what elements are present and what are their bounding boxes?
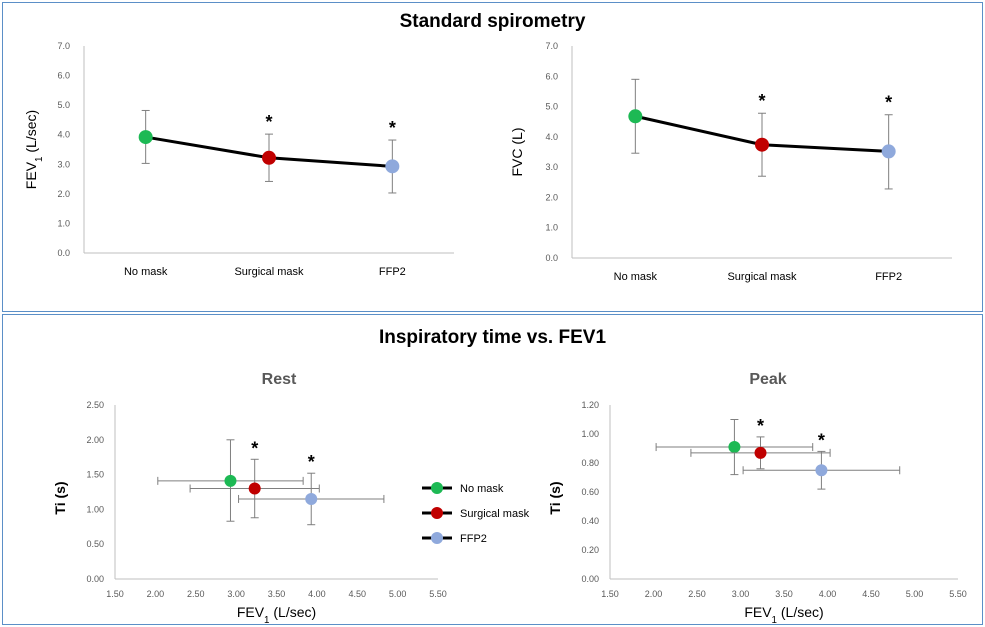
data-point <box>881 144 896 159</box>
x-tick-label: 4.00 <box>308 589 326 599</box>
y-tick-label: 4.0 <box>545 132 558 142</box>
data-point <box>728 441 741 454</box>
legend-label: No mask <box>460 483 504 495</box>
data-point <box>754 446 767 459</box>
y-tick-label: 1.00 <box>581 429 599 439</box>
x-tick-label: 2.50 <box>688 589 706 599</box>
x-tick-label: 1.50 <box>106 589 124 599</box>
y-tick-label: 7.0 <box>57 41 70 51</box>
scatter-chart-2: Peak 0.00 0.20 0.40 0.60 0.80 1.00 1.20 1.50 2.00… <box>547 371 967 626</box>
x-tick-label: 2.00 <box>147 589 165 599</box>
x-tick-label: 4.50 <box>348 589 366 599</box>
legend-marker <box>431 532 443 544</box>
legend-marker <box>431 507 443 519</box>
significance-marker: * <box>757 416 764 436</box>
y-tick-label: 2.50 <box>86 400 104 410</box>
legend-marker <box>431 482 443 494</box>
y-tick-label: 7.0 <box>545 41 558 51</box>
data-point <box>755 137 769 152</box>
y-tick-label: 6.0 <box>545 71 558 81</box>
spirometry-panel: Standard spirometry <box>2 2 983 312</box>
data-point <box>385 159 400 174</box>
significance-marker: * <box>251 438 258 458</box>
y-tick-label: 0.20 <box>581 545 599 555</box>
y-tick-label: 0.00 <box>581 574 599 584</box>
y-axis-label: Ti (s) <box>547 481 563 514</box>
y-tick-label: 2.0 <box>57 189 70 199</box>
significance-marker: * <box>265 112 272 132</box>
y-tick-label: 5.0 <box>545 102 558 112</box>
data-point <box>248 482 261 495</box>
data-point <box>628 109 643 124</box>
line-chart-1: 0.0 1.0 2.0 3.0 4.0 5.0 6.0 7.0 No mask Surgical … <box>23 41 454 278</box>
y-tick-label: 0.60 <box>581 487 599 497</box>
y-tick-label: 4.0 <box>57 130 70 140</box>
y-tick-label: 1.00 <box>86 504 104 514</box>
data-point <box>138 130 153 145</box>
y-tick-label: 2.0 <box>545 192 558 202</box>
y-tick-label: 0.0 <box>545 253 558 263</box>
x-tick-label: 2.00 <box>645 589 663 599</box>
x-tick-label: 4.50 <box>862 589 880 599</box>
legend: No mask Surgical mask FFP2 <box>422 482 530 545</box>
x-tick-label: 5.00 <box>389 589 407 599</box>
x-tick-label: 4.00 <box>819 589 837 599</box>
y-tick-label: 0.50 <box>86 539 104 549</box>
y-tick-label: 1.50 <box>86 470 104 480</box>
y-tick-label: 0.0 <box>57 248 70 258</box>
y-tick-label: 0.00 <box>86 574 104 584</box>
x-tick-label: 3.50 <box>775 589 793 599</box>
line-chart-2: 0.0 1.0 2.0 3.0 4.0 5.0 6.0 7.0 No mask Surgical … <box>509 41 952 283</box>
data-point <box>305 492 318 505</box>
x-tick-label: 3.00 <box>732 589 750 599</box>
y-axis-label: Ti (s) <box>52 481 68 514</box>
y-tick-label: 5.0 <box>57 100 70 110</box>
x-axis-label: FEV1 (L/sec) <box>237 604 316 626</box>
x-tick-label: FFP2 <box>379 266 406 278</box>
x-tick-label: 3.00 <box>227 589 245 599</box>
x-tick-label: 5.50 <box>429 589 447 599</box>
y-tick-label: 3.0 <box>57 159 70 169</box>
significance-marker: * <box>308 452 315 472</box>
y-tick-label: 0.80 <box>581 458 599 468</box>
y-tick-label: 3.0 <box>545 162 558 172</box>
x-axis-label: FEV1 (L/sec) <box>744 604 823 626</box>
y-tick-label: 6.0 <box>57 71 70 81</box>
scatter-chart-1: Rest 0.00 0.50 1.00 1.50 2.00 2.50 1.50 2.00 2.50… <box>52 371 447 626</box>
x-tick-label: No mask <box>614 271 658 283</box>
x-tick-label: Surgical mask <box>727 271 797 283</box>
significance-marker: * <box>818 430 825 450</box>
x-tick-label: 3.50 <box>268 589 286 599</box>
legend-label: FFP2 <box>460 533 487 545</box>
data-point <box>815 464 828 477</box>
y-axis-label: FVC (L) <box>509 128 525 177</box>
x-tick-label: 1.50 <box>601 589 619 599</box>
y-axis-label: FEV1 (L/sec) <box>23 110 45 189</box>
data-point <box>224 474 237 487</box>
significance-marker: * <box>885 93 892 113</box>
y-tick-label: 1.0 <box>545 223 558 233</box>
x-tick-label: 5.00 <box>906 589 924 599</box>
significance-marker: * <box>758 91 765 111</box>
section-title-spirometry: Standard spirometry <box>399 11 586 32</box>
legend-label: Surgical mask <box>460 508 530 520</box>
data-point <box>262 150 276 165</box>
y-tick-label: 2.00 <box>86 435 104 445</box>
y-tick-label: 1.0 <box>57 218 70 228</box>
x-tick-label: 2.50 <box>187 589 205 599</box>
chart-title: Peak <box>749 371 786 388</box>
significance-marker: * <box>389 118 396 138</box>
section-title-inspiratory: Inspiratory time vs. FEV1 <box>378 327 607 348</box>
chart-title: Rest <box>262 371 297 388</box>
x-tick-label: FFP2 <box>875 271 902 283</box>
x-tick-label: Surgical mask <box>234 266 304 278</box>
x-tick-label: 5.50 <box>949 589 967 599</box>
y-tick-label: 1.20 <box>581 400 599 410</box>
y-tick-label: 0.40 <box>581 516 599 526</box>
x-tick-label: No mask <box>124 266 168 278</box>
